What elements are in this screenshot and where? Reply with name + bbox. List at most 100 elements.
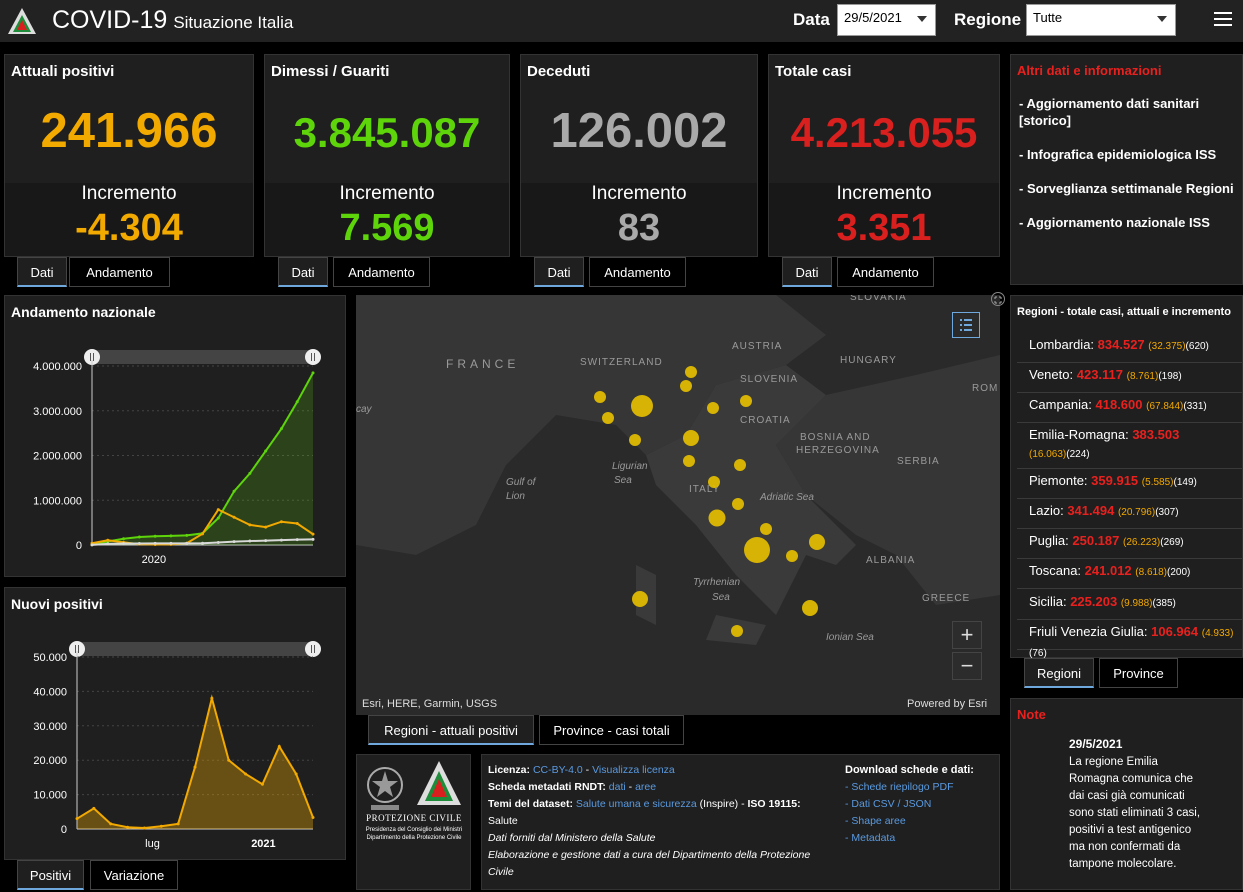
increment-label: Incremento xyxy=(339,183,435,204)
tab-province-casi[interactable]: Province - casi totali xyxy=(539,715,684,745)
download-shape-link[interactable]: - Shape aree xyxy=(845,815,906,827)
map-point[interactable] xyxy=(732,498,744,510)
data-point xyxy=(295,400,299,404)
date-select[interactable]: 29/5/2021 xyxy=(837,4,936,36)
region-row[interactable]: Emilia-Romagna: 383.503 (16.063)(224) xyxy=(1017,423,1242,469)
stat-increment-area: Incremento -4.304 xyxy=(5,183,253,256)
data-point xyxy=(137,535,141,539)
legend-list-icon[interactable] xyxy=(952,312,980,338)
map-point[interactable] xyxy=(744,537,770,563)
italy-map[interactable]: FRANCE SWITZERLAND AUSTRIA HUNGARY SLOVE… xyxy=(356,295,1000,715)
map-point[interactable] xyxy=(809,534,825,550)
map-point[interactable] xyxy=(708,509,726,527)
y-tick-label: 40.000 xyxy=(33,686,67,698)
link-aggiornamento-dati[interactable]: - Aggiornamento dati sanitari [storico] xyxy=(1019,96,1200,128)
zoom-out-button[interactable]: − xyxy=(952,652,982,680)
map-point[interactable] xyxy=(740,395,752,407)
zoom-in-button[interactable]: + xyxy=(952,621,982,649)
stat-title: Dimessi / Guariti xyxy=(271,63,390,80)
tab-andamento[interactable]: Andamento xyxy=(589,257,686,287)
agency-logos: PROTEZIONE CIVILE Presidenza del Consigl… xyxy=(356,754,471,890)
region-row[interactable]: Sicilia: 225.203 (9.988)(385) xyxy=(1017,590,1242,620)
data-point xyxy=(126,825,130,829)
region-current: (8.618) xyxy=(1135,567,1167,578)
map-point[interactable] xyxy=(629,434,641,446)
stat-increment-area: Incremento 7.569 xyxy=(265,183,509,256)
metadata-data-link[interactable]: dati xyxy=(608,781,626,793)
data-point xyxy=(159,824,163,828)
app-title: COVID-19 Situazione Italia xyxy=(52,6,294,34)
region-row[interactable]: Campania: 418.600 (67.844)(331) xyxy=(1017,393,1242,423)
region-name: Piemonte: xyxy=(1029,473,1088,488)
tab-positivi[interactable]: Positivi xyxy=(17,860,84,890)
tab-variazione[interactable]: Variazione xyxy=(90,860,178,890)
region-row[interactable]: Toscana: 241.012 (8.618)(200) xyxy=(1017,559,1242,589)
license-link[interactable]: CC-BY-4.0 xyxy=(532,764,583,776)
regions-title: Regioni - totale casi, attuali e increme… xyxy=(1017,306,1231,318)
map-point[interactable] xyxy=(683,430,699,446)
metadata-label: Scheda metadati RNDT: xyxy=(488,781,606,793)
tab-dati[interactable]: Dati xyxy=(278,257,328,287)
region-row[interactable]: Lombardia: 834.527 (32.375)(620) xyxy=(1017,333,1242,363)
republic-emblem-icon xyxy=(367,767,403,810)
fullscreen-icon[interactable] xyxy=(991,292,1005,306)
link-infografica-iss[interactable]: - Infografica epidemiologica ISS xyxy=(1019,147,1217,162)
tab-dati[interactable]: Dati xyxy=(782,257,832,287)
download-metadata-link[interactable]: - Metadata xyxy=(845,832,896,844)
note-date: 29/5/2021 xyxy=(1069,737,1123,751)
map-point[interactable] xyxy=(594,391,606,403)
download-title: Download schede e dati: xyxy=(845,764,974,776)
download-section: Download schede e dati: - Schede riepilo… xyxy=(845,762,995,847)
data-point xyxy=(193,765,197,769)
tab-dati[interactable]: Dati xyxy=(534,257,584,287)
map-label: SERBIA xyxy=(897,456,940,467)
map-point[interactable] xyxy=(632,591,648,607)
tab-dati[interactable]: Dati xyxy=(17,257,67,287)
map-point[interactable] xyxy=(683,455,695,467)
tab-andamento[interactable]: Andamento xyxy=(333,257,430,287)
map-point[interactable] xyxy=(802,600,818,616)
map-point[interactable] xyxy=(707,402,719,414)
theme-link[interactable]: Salute umana e sicurezza xyxy=(575,798,697,810)
data-point xyxy=(294,772,298,776)
increment-label: Incremento xyxy=(836,183,932,204)
increment-value: 3.351 xyxy=(836,207,932,249)
date-value: 29/5/2021 xyxy=(844,10,902,25)
chart-national-panel: Andamento nazionale 4.000.000 3.000.000 2.… xyxy=(4,295,346,577)
tab-regioni[interactable]: Regioni xyxy=(1024,658,1094,688)
map-point[interactable] xyxy=(786,550,798,562)
tab-province[interactable]: Province xyxy=(1099,658,1178,688)
data-point xyxy=(153,541,157,545)
map-point[interactable] xyxy=(685,366,697,378)
download-csv-link[interactable]: - Dati CSV / JSON xyxy=(845,798,932,810)
link-aggiornamento-iss[interactable]: - Aggiornamento nazionale ISS xyxy=(1019,215,1210,230)
region-row[interactable]: Puglia: 250.187 (26.223)(269) xyxy=(1017,529,1242,559)
region-total: 250.187 xyxy=(1072,533,1120,548)
map-point[interactable] xyxy=(760,523,772,535)
license-line: Dati forniti dal Ministero della Salute xyxy=(488,832,656,844)
download-pdf-link[interactable]: - Schede riepilogo PDF xyxy=(845,781,954,793)
map-point[interactable] xyxy=(631,395,653,417)
tab-andamento[interactable]: Andamento xyxy=(69,257,170,287)
map-point[interactable] xyxy=(708,476,720,488)
menu-icon[interactable] xyxy=(1214,8,1232,30)
region-increment: (224) xyxy=(1066,449,1090,460)
map-label: Gulf of xyxy=(506,477,536,488)
data-point xyxy=(137,541,141,545)
tab-regioni-attuali[interactable]: Regioni - attuali positivi xyxy=(368,715,534,745)
region-select[interactable]: Tutte xyxy=(1026,4,1176,36)
tab-andamento[interactable]: Andamento xyxy=(837,257,934,287)
data-point xyxy=(279,427,283,431)
region-row[interactable]: Piemonte: 359.915 (5.585)(149) xyxy=(1017,469,1242,499)
region-row[interactable]: Friuli Venezia Giulia: 106.964 (4.933) (7… xyxy=(1017,620,1242,659)
link-sorveglianza-regioni[interactable]: - Sorveglianza settimanale Regioni xyxy=(1019,181,1234,196)
region-row[interactable]: Lazio: 341.494 (20.796)(307) xyxy=(1017,499,1242,529)
region-row[interactable]: Veneto: 423.117 (8.761)(198) xyxy=(1017,363,1242,393)
map-point[interactable] xyxy=(602,412,614,424)
metadata-areas-link[interactable]: aree xyxy=(635,781,657,793)
region-increment: (198) xyxy=(1158,371,1182,382)
map-point[interactable] xyxy=(731,625,743,637)
map-point[interactable] xyxy=(734,459,746,471)
map-point[interactable] xyxy=(680,380,692,392)
view-license-link[interactable]: Visualizza licenza xyxy=(592,764,675,776)
